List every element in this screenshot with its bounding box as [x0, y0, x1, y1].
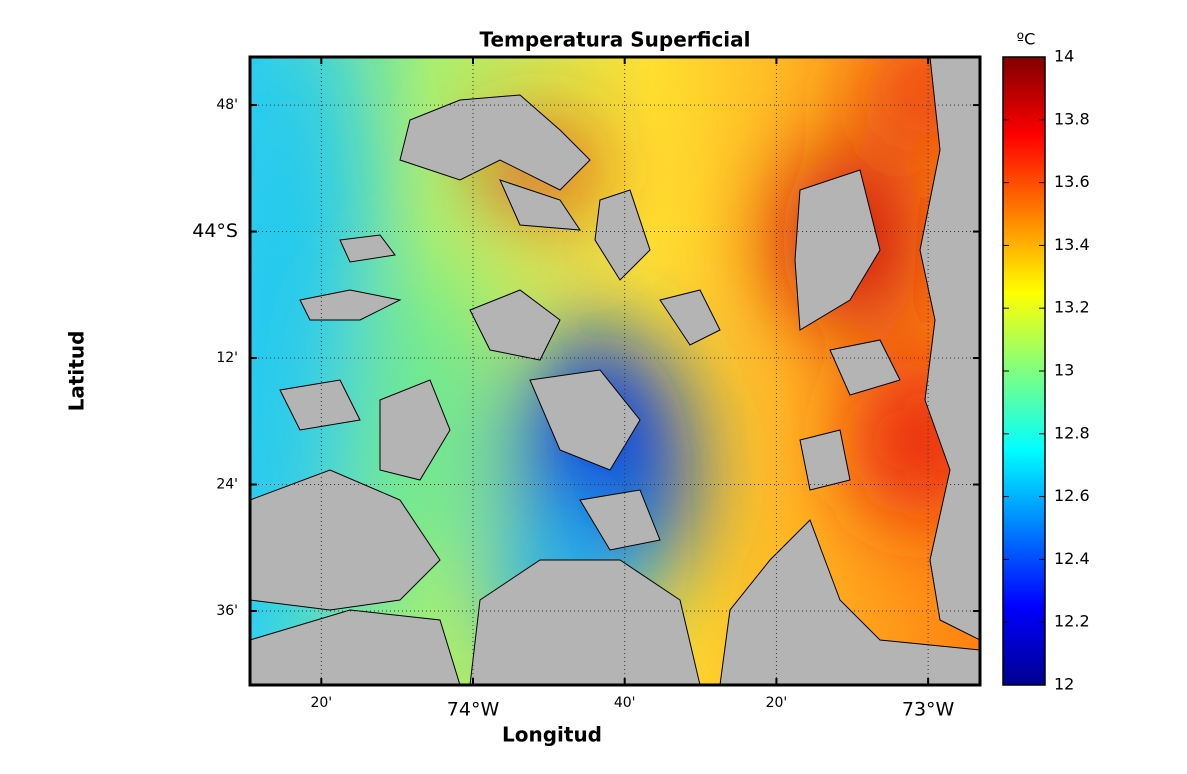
- colorbar-tick-label: 13: [1054, 361, 1074, 380]
- colorbar-tick-label: 12.2: [1054, 612, 1090, 631]
- y-tick-label: 12': [216, 350, 238, 366]
- temperature-field: [250, 57, 980, 685]
- x-tick-label: 40': [614, 695, 636, 711]
- colorbar-tick-label: 12.8: [1054, 423, 1090, 442]
- axes: 20' 74°W 40' 20' 73°W 48' 44°S 12' 24' 36': [192, 57, 980, 721]
- colorbar-tick-label: 13.8: [1054, 109, 1090, 128]
- colorbar-tick-label: 13.2: [1054, 298, 1090, 317]
- colorbar-tick-label: 13.6: [1054, 172, 1090, 191]
- y-tick-label: 24': [216, 477, 238, 493]
- chart-title: Temperatura Superficial: [479, 28, 750, 52]
- colorbar-tick-label: 12.6: [1054, 486, 1090, 505]
- y-tick-label: 36': [216, 603, 238, 619]
- colorbar-label: ºC: [1017, 30, 1036, 49]
- colorbar: [1002, 56, 1046, 686]
- y-tick-label: 48': [216, 97, 238, 113]
- colorbar-tick-label: 14: [1054, 47, 1074, 66]
- colorbar-tick-label: 13.4: [1054, 235, 1090, 254]
- x-tick-label: 73°W: [902, 699, 955, 721]
- x-axis-label: Longitud: [502, 723, 602, 747]
- x-tick-label: 20': [310, 695, 332, 711]
- land: [250, 57, 980, 685]
- plot-frame: [248, 55, 982, 687]
- x-tick-label: 20': [766, 695, 788, 711]
- y-axis-label: Latitud: [65, 331, 89, 412]
- y-tick-label: 44°S: [192, 220, 238, 242]
- colorbar-tick-label: 12.4: [1054, 549, 1090, 568]
- x-tick-label: 74°W: [447, 699, 500, 721]
- colorbar-tick-label: 12: [1054, 675, 1074, 694]
